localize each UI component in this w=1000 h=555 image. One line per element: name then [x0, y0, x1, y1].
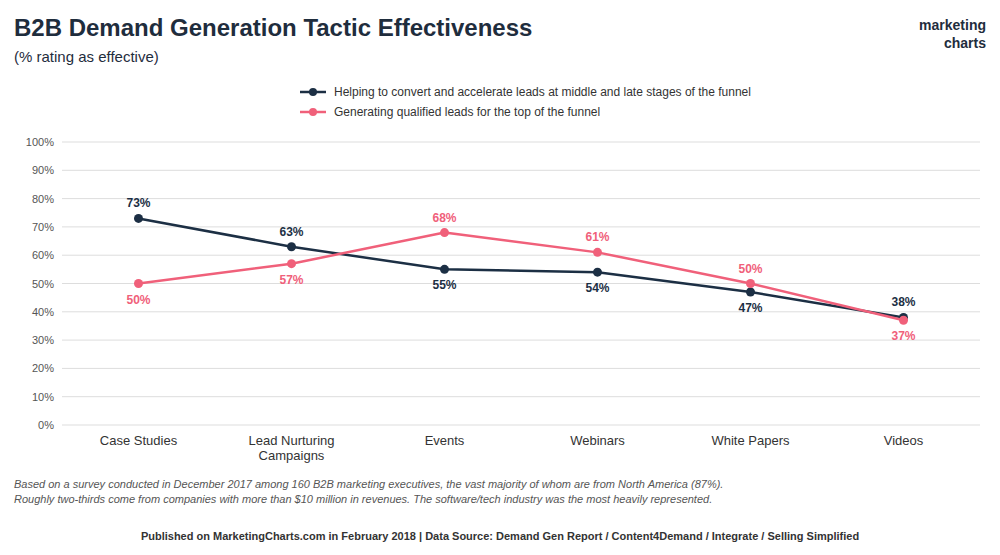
- data-label: 37%: [891, 329, 915, 343]
- grid: [62, 142, 980, 425]
- x-tick-label: Events: [425, 433, 465, 448]
- legend-marker: [309, 108, 317, 116]
- y-tick-label: 100%: [26, 136, 54, 148]
- legend-label: Helping to convert and accelerate leads …: [334, 85, 751, 99]
- data-label: 63%: [279, 225, 303, 239]
- x-tick-label-line: Lead Nurturing: [249, 433, 335, 448]
- grid-line: [62, 142, 980, 143]
- point: [746, 279, 755, 288]
- source: Published on MarketingCharts.com in Febr…: [141, 530, 859, 542]
- x-tick-label-line: Campaigns: [259, 448, 325, 463]
- grid-line: [62, 170, 980, 171]
- data-label: 68%: [432, 211, 456, 225]
- x-tick-label-line: Case Studies: [100, 433, 178, 448]
- data-label: 61%: [585, 230, 609, 244]
- y-tick-label: 70%: [32, 221, 54, 233]
- grid-line: [62, 425, 980, 426]
- x-tick-label-line: Webinars: [570, 433, 625, 448]
- point: [593, 268, 602, 277]
- grid-line: [62, 226, 980, 227]
- footnote-line: Roughly two-thirds come from companies w…: [14, 493, 712, 505]
- logo-text: marketing: [919, 17, 986, 33]
- data-label: 73%: [126, 196, 150, 210]
- title: B2B Demand Generation Tactic Effectivene…: [14, 14, 532, 41]
- y-tick-label: 40%: [32, 306, 54, 318]
- data-label: 50%: [126, 293, 150, 307]
- subtitle: (% rating as effective): [14, 48, 159, 65]
- grid-line: [62, 396, 980, 397]
- point: [593, 248, 602, 257]
- point: [899, 316, 908, 325]
- y-tick-label: 10%: [32, 391, 54, 403]
- grid-line: [62, 283, 980, 284]
- x-tick-label: Videos: [884, 433, 924, 448]
- x-tick-label: Case Studies: [100, 433, 178, 448]
- y-tick-label: 50%: [32, 278, 54, 290]
- point: [287, 259, 296, 268]
- grid-line: [62, 255, 980, 256]
- legend: Helping to convert and accelerate leads …: [300, 85, 751, 119]
- marks: [134, 214, 908, 325]
- grid-line: [62, 368, 980, 369]
- legend-marker: [309, 88, 317, 96]
- x-tick-label-line: Events: [425, 433, 465, 448]
- y-tick-label: 20%: [32, 362, 54, 374]
- y-tick-label: 90%: [32, 164, 54, 176]
- y-tick-label: 60%: [32, 249, 54, 261]
- chart: B2B Demand Generation Tactic Effectivene…: [0, 0, 1000, 555]
- x-tick-label: Lead NurturingCampaigns: [249, 433, 335, 463]
- point: [440, 228, 449, 237]
- data-labels: 73% 63% 55% 54% 47% 38% 50% 57% 68% 61% 50% 37%: [126, 196, 915, 343]
- grid-line: [62, 340, 980, 341]
- x-tick-label-line: White Papers: [711, 433, 790, 448]
- data-label: 54%: [585, 281, 609, 295]
- y-tick-label: 80%: [32, 193, 54, 205]
- data-label: 47%: [738, 301, 762, 315]
- data-label: 55%: [432, 278, 456, 292]
- data-label: 50%: [738, 262, 762, 276]
- point: [440, 265, 449, 274]
- point: [287, 242, 296, 251]
- point: [746, 287, 755, 296]
- grid-line: [62, 198, 980, 199]
- footnote: Based on a survey conducted in December …: [14, 478, 723, 505]
- logo-text: charts: [944, 35, 986, 51]
- footnote-line: Based on a survey conducted in December …: [14, 478, 723, 490]
- y-tick-label: 0%: [38, 419, 54, 431]
- x-tick-label-line: Videos: [884, 433, 924, 448]
- point: [134, 279, 143, 288]
- x-tick-label: Webinars: [570, 433, 625, 448]
- legend-label: Generating qualified leads for the top o…: [334, 105, 600, 119]
- data-label: 57%: [279, 273, 303, 287]
- x-tick-label: White Papers: [711, 433, 790, 448]
- grid-line: [62, 311, 980, 312]
- point: [134, 214, 143, 223]
- data-label: 38%: [891, 295, 915, 309]
- y-tick-label: 30%: [32, 334, 54, 346]
- series-line: [139, 233, 904, 321]
